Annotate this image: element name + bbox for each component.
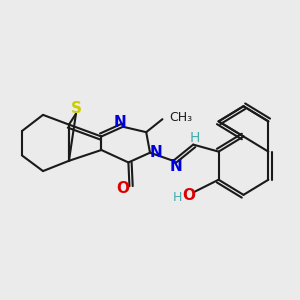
Text: H: H [172,190,182,203]
Text: N: N [150,145,163,160]
Text: N: N [114,115,127,130]
Text: CH₃: CH₃ [169,111,192,124]
Text: S: S [70,101,82,116]
Text: O: O [182,188,195,203]
Text: N: N [169,159,182,174]
Text: O: O [116,182,130,196]
Text: H: H [190,131,200,145]
